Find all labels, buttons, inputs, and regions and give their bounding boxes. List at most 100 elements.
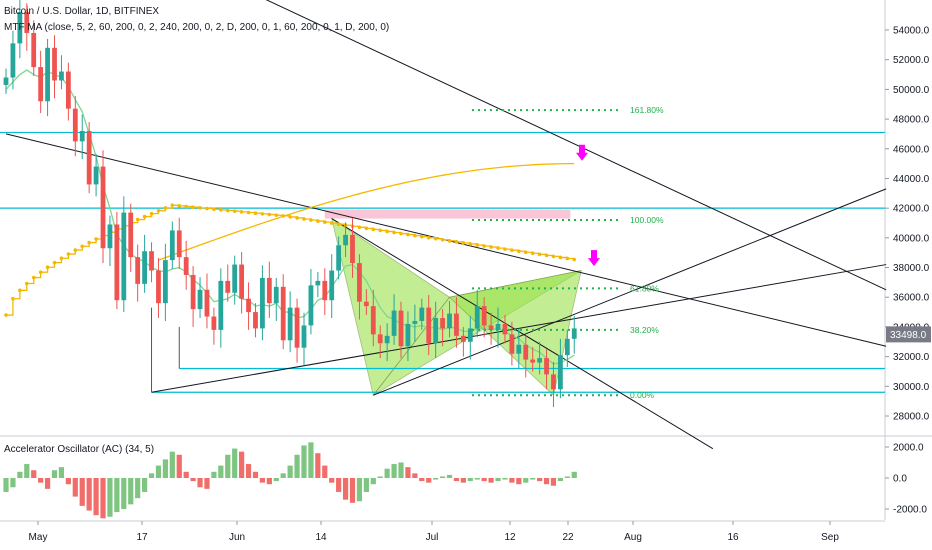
ma-200-dot <box>260 212 265 216</box>
oscillator-bar <box>252 471 259 478</box>
oscillator-bar <box>481 478 487 482</box>
oscillator-bar <box>495 478 501 482</box>
candle-body <box>440 318 445 329</box>
oscillator-bar <box>86 478 92 511</box>
candle-body <box>253 312 258 329</box>
ma-200-dot <box>295 216 299 220</box>
candle-body <box>405 323 411 347</box>
oscillator-bar <box>564 476 570 478</box>
ma-200-dot <box>489 245 493 249</box>
price-tick-label: 32000.0 <box>893 352 930 363</box>
candle-body <box>460 335 466 342</box>
oscillator-bar <box>259 478 266 483</box>
oscillator-bar <box>530 478 536 480</box>
arrow-markers <box>576 144 600 267</box>
oscillator-bar <box>488 478 494 483</box>
oscillator-bar <box>467 478 473 482</box>
oscillator-bar <box>301 445 307 478</box>
candle-body <box>121 212 127 301</box>
ma-200-dot <box>364 226 369 231</box>
oscillator-bar <box>509 478 515 483</box>
candle-body <box>239 264 245 299</box>
oscillator-bar <box>232 448 238 478</box>
candle-body <box>377 334 383 344</box>
oscillator-bar <box>72 478 78 497</box>
ma-200-dot <box>426 235 431 240</box>
oscillator-bar <box>169 451 175 478</box>
ma-200-dot <box>288 215 292 219</box>
oscillator-bar <box>294 454 300 478</box>
price-tick-label: 44000.0 <box>893 174 930 185</box>
oscillator-bar <box>3 478 9 492</box>
candle-body <box>183 257 189 275</box>
ma-200-dot <box>309 218 313 222</box>
ma-200-dot <box>322 220 327 224</box>
ma-200-dot <box>433 236 438 241</box>
ma-200-dot <box>177 204 182 208</box>
candle-body <box>24 12 30 33</box>
oscillator-bar <box>204 478 210 489</box>
candle-body <box>447 313 452 329</box>
ma-200-dot <box>94 237 98 241</box>
candle-body <box>266 277 272 304</box>
ma-200-dot <box>413 233 417 238</box>
ma-200-dot <box>198 206 202 210</box>
ma-200-dot <box>232 209 237 213</box>
oscillator-bar <box>58 467 65 478</box>
ma-200-dot <box>558 255 563 260</box>
ma-200-dot <box>468 242 473 246</box>
candle-body <box>225 280 231 293</box>
candle-body <box>107 224 113 249</box>
trendline <box>331 218 714 450</box>
candle-body <box>142 251 147 284</box>
oscillator-bar <box>537 478 543 482</box>
ma-200-dot <box>496 246 500 250</box>
candle-body <box>93 166 99 185</box>
oscillator-bar <box>190 478 196 482</box>
price-tick-label: 40000.0 <box>893 233 930 244</box>
horizontal-levels <box>0 131 885 393</box>
time-tick-label: 16 <box>727 532 739 543</box>
price-axis[interactable]: 54000.0 52000.0 50000.0 48000.0 46000.0 44000… <box>885 26 931 423</box>
candle-body <box>363 301 369 307</box>
oscillator-bar <box>446 474 453 478</box>
oscillator-bar <box>329 478 335 483</box>
ma-200-dot <box>184 204 188 209</box>
price-tick-label: 30000.0 <box>893 382 930 393</box>
candle-body <box>65 71 71 109</box>
ma-200-dot <box>219 208 223 212</box>
oscillator-bar <box>322 465 328 478</box>
ma-200-dot <box>544 253 549 258</box>
price-tick-label: 46000.0 <box>893 144 930 155</box>
candle-body <box>558 355 563 390</box>
candle-body <box>384 335 390 344</box>
time-tick-label: Jul <box>426 532 439 543</box>
ma-200-dot <box>454 240 459 244</box>
ma-200-dot <box>371 227 376 232</box>
ma-200-dot <box>11 296 15 301</box>
time-tick-label: Sep <box>821 532 839 543</box>
ma-200-dot <box>253 211 258 216</box>
candle-body <box>322 280 328 301</box>
oscillator-bar <box>93 478 99 516</box>
oscillator-bar <box>460 478 466 483</box>
ma-200-dot <box>510 248 514 252</box>
oscillator-bar <box>336 478 342 492</box>
ma-200-dot <box>447 239 452 243</box>
oscillator-bar <box>439 476 446 478</box>
ma-200-dot <box>135 217 140 222</box>
ma-200-dot <box>475 243 480 247</box>
oscillator-bar <box>384 468 390 478</box>
time-axis[interactable]: May 17 Jun 14 Jul 12 22 Aug 16 Sep <box>29 521 840 543</box>
ma-200-dot <box>329 221 334 225</box>
candle-body <box>79 130 85 142</box>
candle-body <box>467 328 473 342</box>
oscillator-bar <box>211 471 217 478</box>
oscillator-bar <box>405 467 411 478</box>
oscillator-bar <box>370 478 376 485</box>
oscillator-bar <box>148 473 155 478</box>
oscillator-bar <box>474 478 480 480</box>
ma-200-dot <box>73 248 78 252</box>
candle-body <box>509 334 515 354</box>
